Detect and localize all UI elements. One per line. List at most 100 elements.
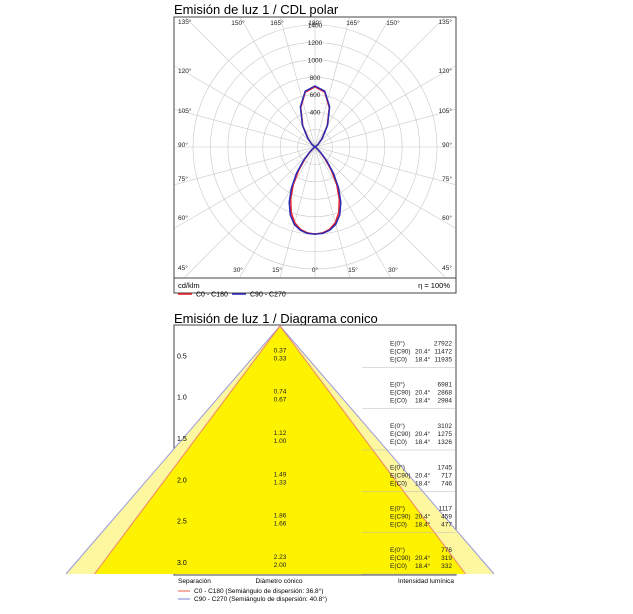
conic-ec0-angle-4: 18.4° (415, 521, 431, 529)
footer-intensidad: Intensidad lumínica (398, 578, 454, 585)
conic-e0-value-3: 1745 (438, 464, 453, 471)
polar-angle-bottom-2: 15° (272, 266, 282, 274)
conic-ec0-angle-3: 18.4° (415, 479, 431, 487)
conic-ec0-label-1: E(C0) (390, 398, 407, 405)
conic-ec0-value-2: 1326 (438, 439, 453, 446)
conic-e90-label-2: E(C90) (390, 431, 411, 438)
conic-diam-c0-2: 1.00 (274, 438, 287, 445)
polar-efficiency: η = 100% (418, 281, 450, 290)
polar-radial-tick-4: 1200 (308, 40, 323, 47)
polar-angle-right-6: 45° (442, 264, 452, 272)
conic-ec0-value-5: 332 (441, 563, 452, 570)
conic-e90-value-2: 1275 (438, 431, 453, 438)
conic-e0-label-4: E(0°) (390, 505, 405, 513)
conic-ec0-value-1: 2984 (438, 398, 453, 405)
polar-angle-right-2: 105° (439, 107, 453, 115)
conic-e90-label-1: E(C90) (390, 390, 411, 397)
polar-angle-left-2: 105° (178, 107, 192, 115)
polar-angle-bottom-5: 30° (388, 266, 398, 274)
conic-diam-c90-2: 1.12 (274, 430, 287, 437)
polar-angle-left-5: 60° (178, 214, 188, 222)
polar-series-up-1 (299, 85, 331, 148)
conic-e90-label-4: E(C90) (390, 514, 411, 521)
polar-radial-tick-2: 800 (310, 75, 321, 82)
polar-angle-left-6: 45° (178, 264, 188, 272)
conic-e90-value-4: 459 (441, 514, 452, 521)
conic-diam-c90-5: 2.23 (274, 554, 287, 561)
legend-text-c0: C0 - C180 (196, 292, 228, 299)
polar-series (288, 85, 342, 235)
conic-e90-angle-1: 20.4° (415, 389, 431, 397)
conic-e90-value-5: 319 (441, 555, 452, 562)
conic-ec0-angle-0: 18.4° (415, 355, 431, 363)
conic-sep-label-0: 0.5 (177, 353, 187, 360)
conic-e0-value-1: 6981 (438, 382, 453, 389)
conic-title: Emisión de luz 1 / Diagrama conico (174, 311, 378, 326)
cone-edge-c90-left (65, 325, 281, 575)
conic-diam-c90-0: 0.37 (274, 347, 287, 354)
polar-angle-top-4: 165° (346, 19, 360, 27)
conic-legend-c0: C0 - C180 (Semiángulo de dispersión: 36.… (194, 587, 323, 595)
polar-radial-tick-5: 1400 (308, 23, 323, 30)
conic-e90-value-0: 11472 (434, 348, 452, 355)
polar-angle-right-5: 60° (442, 214, 452, 222)
conic-diam-c0-4: 1.66 (274, 521, 287, 528)
polar-angle-bottom-4: 15° (348, 266, 358, 274)
polar-unit-label: cd/klm (178, 281, 200, 290)
conic-legend-c90: C90 - C270 (Semiángulo de dispersión: 40… (194, 595, 327, 603)
conic-e90-angle-2: 20.4° (415, 430, 431, 438)
polar-angle-top-2: 165° (270, 19, 284, 27)
polar-angle-left-4: 75° (178, 175, 188, 183)
conic-e0-label-5: E(0°) (390, 546, 405, 554)
conic-e90-label-3: E(C90) (390, 472, 411, 479)
conic-e0-value-4: 1117 (439, 506, 453, 513)
conic-e0-label-1: E(0°) (390, 381, 405, 389)
polar-angle-right-4: 75° (442, 175, 452, 183)
polar-angle-left-0: 135° (178, 18, 192, 26)
polar-angle-right-0: 135° (439, 18, 453, 26)
conic-diam-c0-5: 2.00 (274, 562, 287, 569)
conic-e90-angle-5: 20.4° (415, 554, 431, 562)
conic-diam-c0-0: 0.33 (274, 355, 287, 362)
polar-title: Emisión de luz 1 / CDL polar (174, 2, 339, 17)
polar-labels: 400 600 800 1000 1200 1400 135° 120° 105° 90° 75° 6… (178, 18, 452, 274)
conic-ec0-value-4: 477 (441, 522, 452, 529)
conic-sep-label-4: 2.5 (177, 519, 187, 526)
conic-ec0-label-2: E(C0) (390, 439, 407, 446)
footer-diametro: Diámetro cónico (256, 578, 303, 585)
conic-e0-value-5: 776 (441, 547, 452, 554)
conic-sep-label-5: 3.0 (177, 560, 187, 567)
polar-radial-tick-3: 1000 (308, 57, 323, 64)
conic-e0-value-2: 3102 (438, 423, 453, 430)
conic-ec0-value-3: 746 (441, 480, 452, 487)
conic-ec0-angle-2: 18.4° (415, 438, 431, 446)
conic-ec0-label-0: E(C0) (390, 356, 407, 363)
conic-e90-label-0: E(C90) (390, 348, 411, 355)
polar-angle-right-3: 90° (442, 141, 452, 149)
conic-e90-label-5: E(C90) (390, 555, 411, 562)
polar-angle-left-1: 120° (178, 67, 192, 75)
conic-diam-c90-1: 0.74 (274, 389, 287, 396)
conic-sep-label-3: 2.0 (177, 477, 187, 484)
conic-e90-angle-4: 20.4° (415, 513, 431, 521)
polar-radial-tick-1: 600 (310, 92, 321, 99)
polar-radial-tick-0: 400 (310, 110, 321, 117)
polar-angle-top-1: 150° (231, 19, 245, 27)
conic-diam-c90-4: 1.86 (274, 513, 287, 520)
conic-diam-c0-1: 0.67 (274, 397, 287, 404)
conic-diam-c90-3: 1.49 (274, 471, 287, 478)
polar-angle-right-1: 120° (439, 67, 453, 75)
conic-e90-value-1: 2868 (438, 390, 453, 397)
polar-angle-top-3: 180° (308, 19, 322, 27)
conic-e0-label-0: E(0°) (390, 339, 405, 347)
conic-sep-label-1: 1.0 (177, 395, 187, 402)
conic-e0-label-3: E(0°) (390, 463, 405, 471)
conic-ec0-angle-5: 18.4° (415, 562, 431, 570)
conic-e90-angle-3: 20.4° (415, 471, 431, 479)
conic-e0-value-0: 27922 (434, 340, 452, 347)
polar-angle-bottom-3: 0° (312, 266, 319, 274)
polar-angle-top-5: 150° (386, 19, 400, 27)
conic-rows: 0.5 0.370.33 E(0°) 27922 E(C90) 20.4° 11472 E(C… (177, 339, 455, 575)
conic-ec0-label-4: E(C0) (390, 522, 407, 529)
